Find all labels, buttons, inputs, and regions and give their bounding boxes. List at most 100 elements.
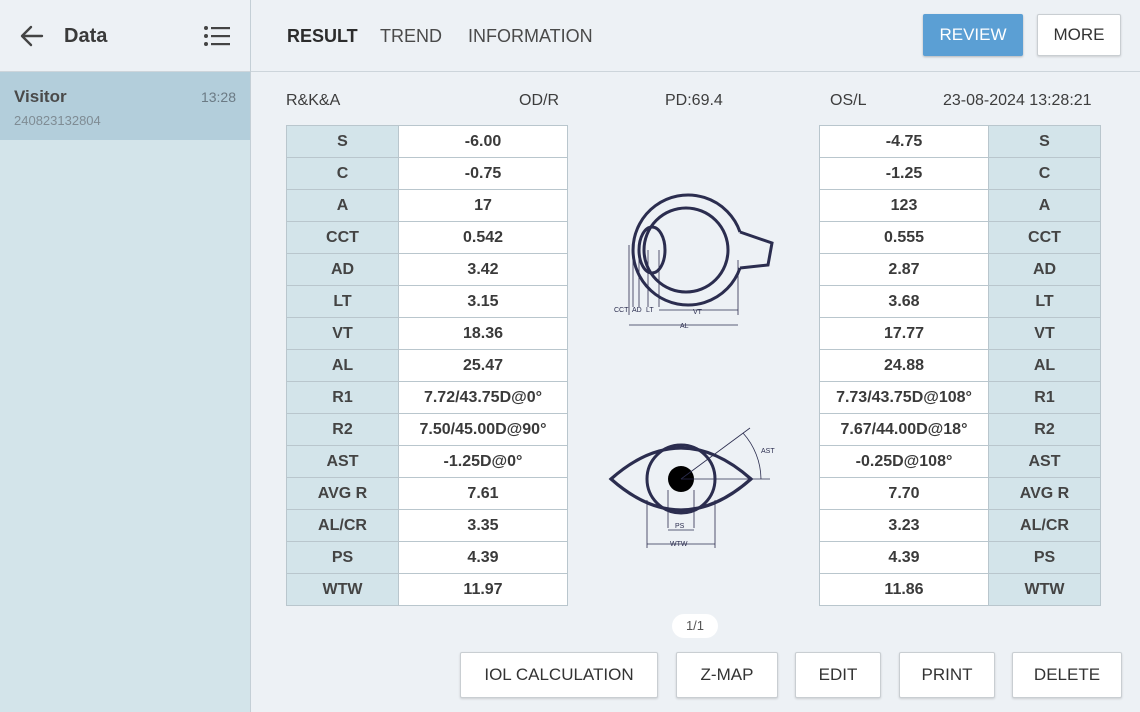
measurement-label: PS <box>988 541 1101 574</box>
table-row: 123 A <box>819 189 1101 222</box>
table-row: S -6.00 <box>286 125 568 158</box>
right-eye-label: OD/R <box>519 92 559 109</box>
pd-value: PD:69.4 <box>665 92 723 109</box>
os-value: -0.25D@108° <box>819 445 989 478</box>
table-row: -0.25D@108° AST <box>819 445 1101 478</box>
measurement-label: AVG R <box>286 477 399 510</box>
os-value: 123 <box>819 189 989 222</box>
od-value: 17 <box>398 189 568 222</box>
sidebar-header: Data <box>0 0 250 72</box>
os-value: 7.73/43.75D@108° <box>819 381 989 414</box>
visitor-name: Visitor <box>14 87 67 106</box>
measurement-label: WTW <box>988 573 1101 606</box>
od-value: 3.42 <box>398 253 568 286</box>
measurement-label: C <box>988 157 1101 190</box>
measurement-label: AL <box>286 349 399 382</box>
measurement-label: S <box>988 125 1101 158</box>
od-value: 11.97 <box>398 573 568 606</box>
od-value: -0.75 <box>398 157 568 190</box>
tab-trend[interactable]: TREND <box>380 26 442 46</box>
iol-calculation-button[interactable]: IOL CALCULATION <box>460 652 658 698</box>
os-value: -1.25 <box>819 157 989 190</box>
sidebar: Data Visitor 13:28 240823132804 <box>0 0 251 712</box>
table-row: A 17 <box>286 189 568 222</box>
table-row: 7.70 AVG R <box>819 477 1101 510</box>
more-button[interactable]: MORE <box>1037 14 1121 56</box>
list-menu-icon[interactable] <box>202 22 232 50</box>
back-arrow-icon[interactable] <box>18 22 46 50</box>
top-bar: RESULT TREND INFORMATION REVIEW MORE <box>251 0 1140 72</box>
measurement-label: LT <box>286 285 399 318</box>
visitor-id: 240823132804 <box>14 113 101 128</box>
table-row: AD 3.42 <box>286 253 568 286</box>
left-eye-label: OS/L <box>830 92 867 109</box>
table-row: -1.25 C <box>819 157 1101 190</box>
measurement-label: A <box>286 189 399 222</box>
table-row: 24.88 AL <box>819 349 1101 382</box>
measurement-label: AD <box>988 253 1101 286</box>
table-row: R1 7.72/43.75D@0° <box>286 381 568 414</box>
measurement-label: WTW <box>286 573 399 606</box>
ps-label: PS <box>675 523 685 530</box>
measurement-label: AVG R <box>988 477 1101 510</box>
cct-label: CCT <box>614 307 629 314</box>
od-value: 3.15 <box>398 285 568 318</box>
od-value: 3.35 <box>398 509 568 542</box>
wtw-label: WTW <box>670 541 688 548</box>
visitor-time: 13:28 <box>200 89 236 105</box>
sidebar-title: Data <box>64 25 108 47</box>
os-value: 7.67/44.00D@18° <box>819 413 989 446</box>
table-row: AVG R 7.61 <box>286 477 568 510</box>
table-row: -4.75 S <box>819 125 1101 158</box>
ad-label: AD <box>632 307 642 314</box>
measurement-label: VT <box>988 317 1101 350</box>
table-row: 7.73/43.75D@108° R1 <box>819 381 1101 414</box>
os-value: 11.86 <box>819 573 989 606</box>
od-measurement-table: S -6.00 C -0.75 A 17 CCT 0.542 AD 3.42 LT 3.15 VT 18.… <box>286 125 568 606</box>
os-value: 0.555 <box>819 221 989 254</box>
z-map-button[interactable]: Z-MAP <box>676 652 778 698</box>
measurement-label: AD <box>286 253 399 286</box>
table-row: 7.67/44.00D@18° R2 <box>819 413 1101 446</box>
table-row: R2 7.50/45.00D@90° <box>286 413 568 446</box>
vt-label: VT <box>693 309 703 316</box>
od-value: 7.61 <box>398 477 568 510</box>
measurement-label: AST <box>988 445 1101 478</box>
al-label: AL <box>680 323 689 330</box>
table-row: 3.68 LT <box>819 285 1101 318</box>
table-row: AL/CR 3.35 <box>286 509 568 542</box>
od-value: 18.36 <box>398 317 568 350</box>
edit-button[interactable]: EDIT <box>795 652 881 698</box>
page-indicator: 1/1 <box>672 614 718 638</box>
table-row: 2.87 AD <box>819 253 1101 286</box>
measurement-label: C <box>286 157 399 190</box>
measurement-label: AL/CR <box>286 509 399 542</box>
table-row: C -0.75 <box>286 157 568 190</box>
os-value: 3.68 <box>819 285 989 318</box>
table-row: AL 25.47 <box>286 349 568 382</box>
od-value: -1.25D@0° <box>398 445 568 478</box>
measurement-label: AST <box>286 445 399 478</box>
eye-biometry-diagram: CCT AD LT VT AL <box>614 193 774 330</box>
os-value: 24.88 <box>819 349 989 382</box>
table-row: 4.39 PS <box>819 541 1101 574</box>
table-row: CCT 0.542 <box>286 221 568 254</box>
measurement-label: R1 <box>988 381 1101 414</box>
os-value: 7.70 <box>819 477 989 510</box>
list-item-visitor[interactable]: Visitor 13:28 240823132804 <box>0 72 250 140</box>
ast-label: AST <box>761 448 775 455</box>
od-value: 0.542 <box>398 221 568 254</box>
measurement-label: PS <box>286 541 399 574</box>
review-button[interactable]: REVIEW <box>923 14 1023 56</box>
od-value: -6.00 <box>398 125 568 158</box>
exam-datetime: 23-08-2024 13:28:21 <box>943 92 1092 109</box>
od-value: 7.72/43.75D@0° <box>398 381 568 414</box>
tab-information[interactable]: INFORMATION <box>468 26 593 46</box>
delete-button[interactable]: DELETE <box>1012 652 1122 698</box>
tab-result[interactable]: RESULT <box>287 26 358 46</box>
measurement-label: A <box>988 189 1101 222</box>
os-value: -4.75 <box>819 125 989 158</box>
print-button[interactable]: PRINT <box>899 652 995 698</box>
table-row: PS 4.39 <box>286 541 568 574</box>
measurement-label: R1 <box>286 381 399 414</box>
